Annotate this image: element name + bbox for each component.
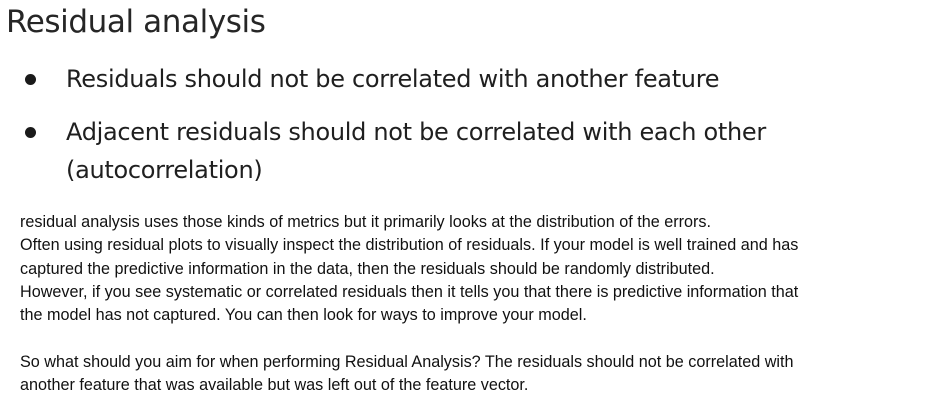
notes-line: residual analysis uses those kinds of me…	[20, 213, 711, 231]
bullet-item: Residuals should not be correlated with …	[0, 60, 925, 98]
notes-line: another feature that was available but w…	[20, 376, 529, 395]
bullet-dot-icon	[25, 127, 36, 138]
bullet-text: Adjacent residuals should not be correla…	[66, 118, 766, 184]
notes-line: the model has not captured. You can then…	[20, 306, 587, 325]
bullet-dot-icon	[25, 74, 36, 85]
bullet-list: Residuals should not be correlated with …	[0, 60, 925, 189]
notes-line: However, if you see systematic or correl…	[20, 282, 799, 301]
paragraph-gap	[20, 327, 920, 350]
notes-line: So what should you aim for when performi…	[20, 352, 794, 371]
bullet-item: Adjacent residuals should not be correla…	[0, 113, 925, 189]
slide-image: Residual analysis Residuals should not b…	[0, 0, 925, 200]
slide-title: Residual analysis	[6, 4, 266, 40]
notes-body: residual analysis uses those kinds of me…	[20, 211, 920, 397]
notes-line: captured the predictive information in t…	[20, 259, 715, 278]
notes-line: Often using residual plots to visually i…	[20, 236, 799, 255]
bullet-text: Residuals should not be correlated with …	[66, 65, 720, 93]
